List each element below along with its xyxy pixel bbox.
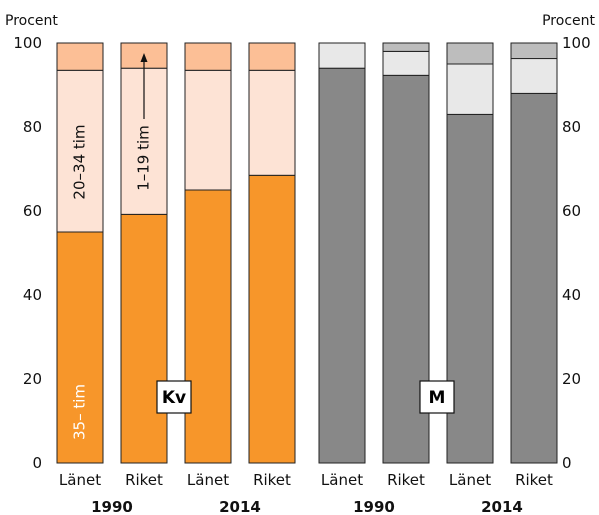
bar-segment-kv-1990-riket-0 bbox=[120, 213, 168, 464]
x-category-label: Länet bbox=[449, 471, 491, 489]
y-tick-right: 20 bbox=[562, 370, 581, 388]
y-tick-left: 60 bbox=[23, 202, 42, 220]
bar-segment-m-2014-riket-0 bbox=[510, 92, 558, 464]
bar-segment-kv-2014-riket-0 bbox=[248, 174, 296, 464]
segment-label-20-34-tim: 20–34 tim bbox=[71, 124, 89, 199]
bar-segment-m-2014-länet-0 bbox=[446, 113, 494, 464]
x-year-label: 1990 bbox=[353, 498, 395, 515]
y-tick-right: 80 bbox=[562, 118, 581, 136]
y-tick-left: 80 bbox=[23, 118, 42, 136]
bar-segment-kv-2014-länet-1 bbox=[184, 69, 232, 191]
segment-label-35-tim: 35– tim bbox=[71, 384, 89, 440]
y-tick-right: 100 bbox=[562, 34, 591, 52]
labels-layer: 35– tim 20–34 tim 1–19 tim Kv M bbox=[71, 53, 455, 440]
y-tick-right: 60 bbox=[562, 202, 581, 220]
bar-segment-m-1990-riket-1 bbox=[382, 50, 430, 76]
bar-segment-kv-2014-riket-1 bbox=[248, 69, 296, 176]
x-year-label: 2014 bbox=[481, 498, 523, 515]
group-label-m-box bbox=[419, 380, 455, 414]
x-year-label: 1990 bbox=[91, 498, 133, 515]
x-category-label: Länet bbox=[187, 471, 229, 489]
bar-segment-m-1990-riket-2 bbox=[382, 42, 430, 52]
bar-segment-kv-1990-länet-0 bbox=[56, 231, 104, 464]
bar-segment-kv-2014-länet-2 bbox=[184, 42, 232, 71]
left-axis-unit-label: Procent bbox=[5, 13, 58, 29]
bar-segment-m-2014-riket-2 bbox=[510, 42, 558, 60]
y-tick-left: 20 bbox=[23, 370, 42, 388]
bar-segment-kv-1990-länet-2 bbox=[56, 42, 104, 71]
bar-segment-m-1990-länet-0 bbox=[318, 67, 366, 464]
x-category-label: Riket bbox=[125, 471, 163, 489]
group-label-kv-box bbox=[156, 380, 192, 414]
y-tick-left: 40 bbox=[23, 286, 42, 304]
bars-layer bbox=[56, 42, 558, 464]
bar-segment-kv-2014-länet-0 bbox=[184, 189, 232, 464]
x-category-label: Riket bbox=[253, 471, 291, 489]
bar-segment-kv-1990-länet-1 bbox=[56, 69, 104, 233]
group-label-m: M bbox=[429, 388, 446, 408]
x-category-label: Riket bbox=[387, 471, 425, 489]
bar-segment-kv-2014-riket-2 bbox=[248, 42, 296, 71]
x-category-label: Riket bbox=[515, 471, 553, 489]
group-label-kv: Kv bbox=[162, 388, 186, 408]
y-tick-right: 40 bbox=[562, 286, 581, 304]
axes-layer: Procent Procent 0 0 20 20 40 40 60 60 80 80 100 100… bbox=[5, 13, 596, 515]
y-tick-right: 0 bbox=[562, 454, 572, 472]
bar-segment-m-2014-länet-2 bbox=[446, 42, 494, 65]
x-year-label: 2014 bbox=[219, 498, 261, 515]
segment-label-arrowhead bbox=[140, 53, 148, 62]
bar-segment-m-2014-riket-1 bbox=[510, 58, 558, 94]
y-tick-left: 100 bbox=[13, 34, 42, 52]
bar-segment-m-1990-länet-1 bbox=[318, 42, 366, 69]
segment-label-1-19-tim: 1–19 tim bbox=[135, 125, 153, 191]
x-category-label: Länet bbox=[321, 471, 363, 489]
y-tick-left: 0 bbox=[32, 454, 42, 472]
bar-segment-m-2014-länet-1 bbox=[446, 63, 494, 115]
right-axis-unit-label: Procent bbox=[542, 13, 595, 29]
x-category-label: Länet bbox=[59, 471, 101, 489]
